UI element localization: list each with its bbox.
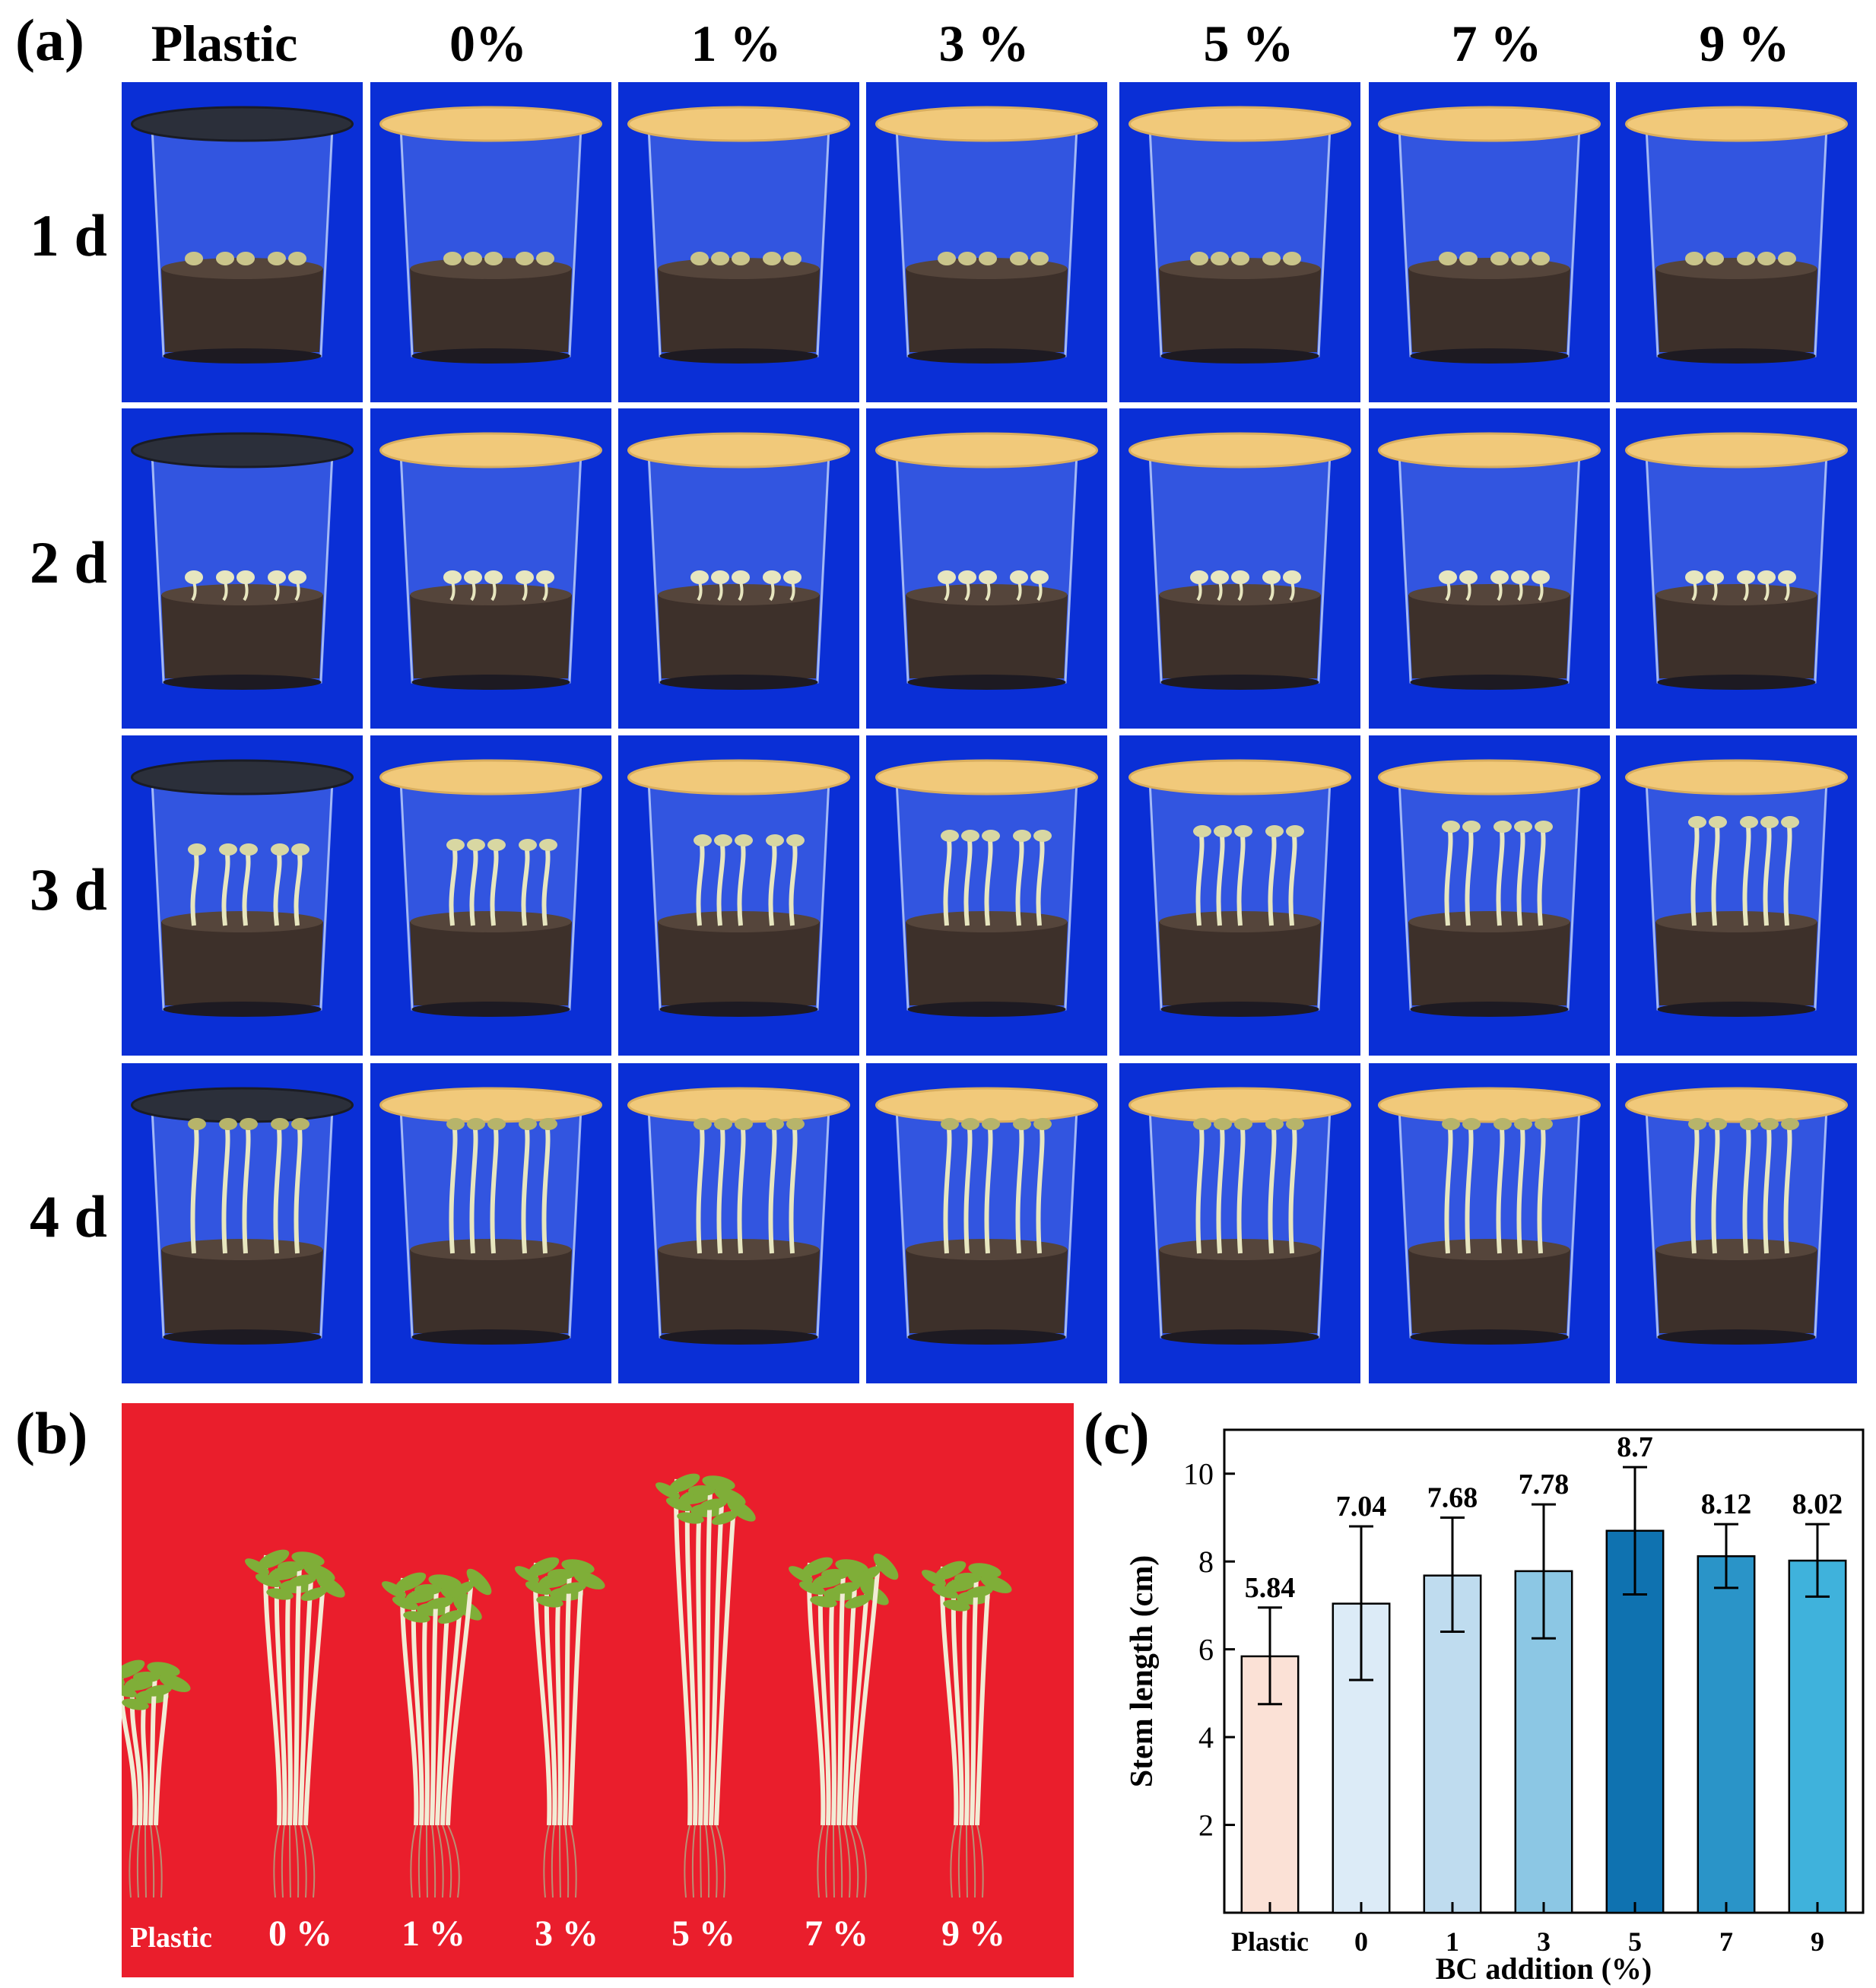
data-label: 8.02 bbox=[1792, 1488, 1843, 1520]
x-tick-label: 1 bbox=[1446, 1926, 1459, 1957]
seedling-label-3: 3 % bbox=[535, 1913, 598, 1954]
cup-photo bbox=[1616, 735, 1857, 1056]
cup-photo bbox=[1616, 408, 1857, 729]
bar bbox=[1697, 1555, 1756, 1914]
stem-length-bar-chart: 2 4 6 8 10 5.84 Plastic 7.04 0 7.68 1 7.78 3 8.7 5 8.12… bbox=[1125, 1428, 1865, 1986]
bar bbox=[1788, 1559, 1847, 1914]
data-label: 7.68 bbox=[1427, 1481, 1478, 1513]
seedling-bundle bbox=[515, 1557, 605, 1898]
cup-photo bbox=[1369, 408, 1610, 729]
cup-photo bbox=[122, 735, 363, 1056]
seedling-bundle bbox=[245, 1549, 345, 1898]
y-tick-label: 2 bbox=[1198, 1809, 1214, 1843]
row-header-1d: 1 d bbox=[30, 202, 107, 268]
cup-photo bbox=[1119, 1063, 1360, 1383]
data-label: 7.04 bbox=[1336, 1491, 1387, 1523]
cup-photo bbox=[370, 735, 611, 1056]
data-label: 5.84 bbox=[1245, 1572, 1296, 1604]
cup-photo bbox=[370, 1063, 611, 1383]
cup-photo bbox=[370, 82, 611, 402]
seedling-bundle bbox=[655, 1473, 756, 1898]
seedlings-illustration bbox=[122, 1473, 1012, 1898]
cup-photo bbox=[1369, 735, 1610, 1056]
column-header-7: 7 % bbox=[1451, 14, 1542, 72]
cup-photo bbox=[1616, 82, 1857, 402]
cup-photo bbox=[122, 1063, 363, 1383]
cup-photo bbox=[618, 82, 859, 402]
data-label: 7.78 bbox=[1519, 1469, 1570, 1501]
seedling-bundle bbox=[122, 1659, 191, 1898]
row-header-2d: 2 d bbox=[30, 529, 107, 595]
seedling-photo: Plastic 0 % 1 % 3 % 5 % 7 % 9 % bbox=[122, 1403, 1074, 1977]
seedling-bundle bbox=[382, 1568, 492, 1898]
seedling-label-plastic: Plastic bbox=[130, 1922, 212, 1954]
cup-photo bbox=[1616, 1063, 1857, 1383]
cup-photo bbox=[370, 408, 611, 729]
cup-photo bbox=[1119, 408, 1360, 729]
cup-photo bbox=[866, 1063, 1107, 1383]
panel-c-label: (c) bbox=[1084, 1400, 1150, 1466]
seedling-label-5: 5 % bbox=[671, 1913, 735, 1954]
column-header-9: 9 % bbox=[1699, 14, 1790, 72]
y-tick-label: 4 bbox=[1198, 1720, 1214, 1755]
cup-photo bbox=[866, 735, 1107, 1056]
x-tick-label: 7 bbox=[1719, 1926, 1733, 1957]
seedling-bundle bbox=[789, 1553, 899, 1898]
cup-photo bbox=[866, 82, 1107, 402]
data-label: 8.7 bbox=[1617, 1431, 1653, 1463]
x-axis-label: BC addition (%) bbox=[1436, 1951, 1652, 1986]
cup-photo bbox=[1119, 82, 1360, 402]
seedling-label-0: 0 % bbox=[268, 1913, 332, 1954]
y-tick-label: 8 bbox=[1198, 1545, 1214, 1579]
data-label: 8.12 bbox=[1701, 1488, 1752, 1520]
cup-photo bbox=[618, 1063, 859, 1383]
column-header-plastic: Plastic bbox=[151, 14, 298, 72]
x-tick-label: 3 bbox=[1537, 1926, 1551, 1957]
x-tick-label: 9 bbox=[1811, 1926, 1824, 1957]
panel-a-label: (a) bbox=[15, 7, 84, 73]
cup-photo bbox=[1369, 1063, 1610, 1383]
cup-photo bbox=[1119, 735, 1360, 1056]
column-header-3: 3 % bbox=[938, 14, 1030, 72]
seedling-label-7: 7 % bbox=[805, 1913, 868, 1954]
seedling-label-1: 1 % bbox=[402, 1913, 465, 1954]
cup-photo bbox=[122, 82, 363, 402]
cup-photo bbox=[122, 408, 363, 729]
y-axis-label: Stem length (cm) bbox=[1125, 1555, 1160, 1788]
cup-photo bbox=[618, 408, 859, 729]
cup-photo bbox=[1369, 82, 1610, 402]
column-header-1: 1 % bbox=[690, 14, 782, 72]
cup-photo bbox=[618, 735, 859, 1056]
x-tick-label: Plastic bbox=[1231, 1926, 1309, 1957]
seedling-bundle bbox=[922, 1561, 1012, 1898]
y-tick-label: 10 bbox=[1183, 1457, 1214, 1491]
panel-b-label: (b) bbox=[15, 1400, 88, 1466]
x-tick-label: 0 bbox=[1354, 1926, 1368, 1957]
x-tick-label: 5 bbox=[1628, 1926, 1642, 1957]
row-header-3d: 3 d bbox=[30, 856, 107, 923]
cup-photo bbox=[866, 408, 1107, 729]
column-header-5: 5 % bbox=[1203, 14, 1294, 72]
seedling-label-9: 9 % bbox=[941, 1913, 1005, 1954]
y-tick-label: 6 bbox=[1198, 1633, 1214, 1667]
column-header-0: 0% bbox=[449, 14, 527, 72]
row-header-4d: 4 d bbox=[30, 1183, 107, 1250]
